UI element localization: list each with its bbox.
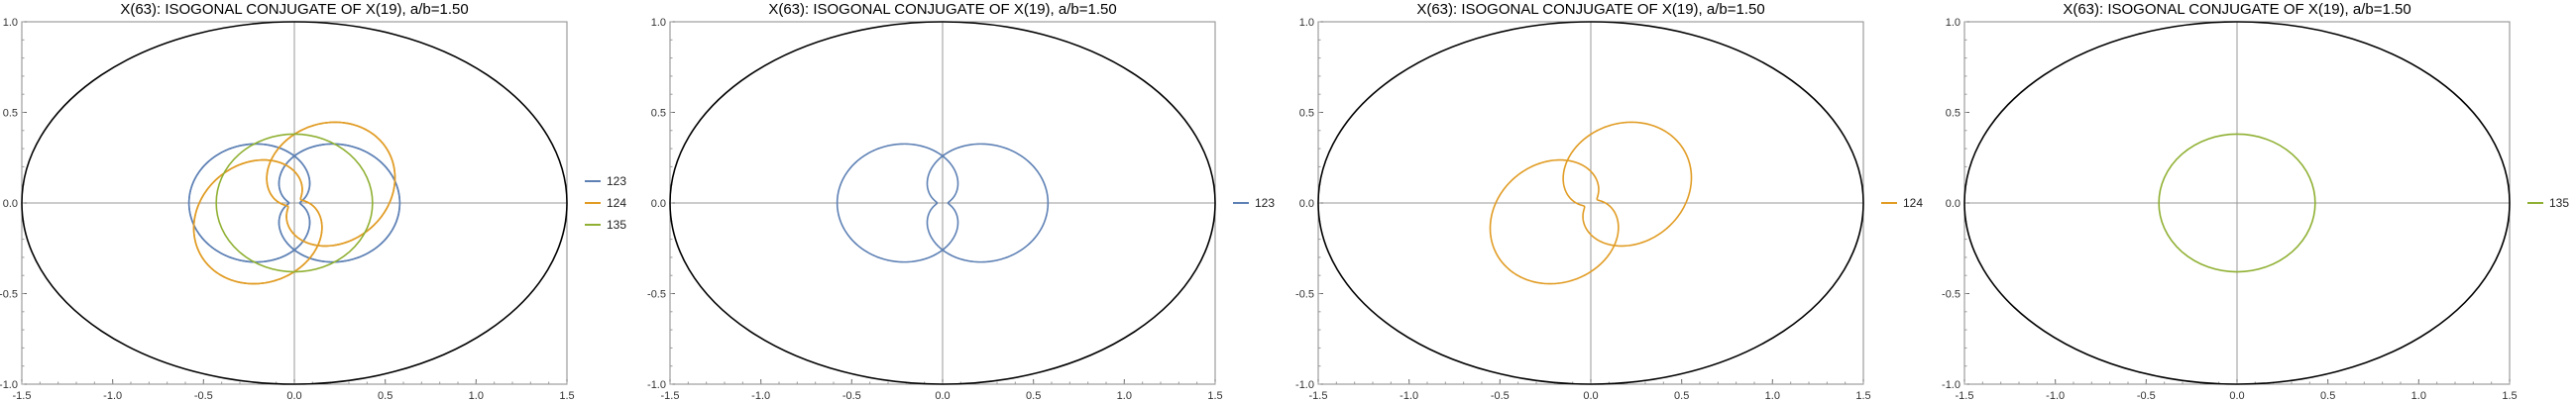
legend-label-123: 123 — [607, 174, 626, 188]
y-tick-label: 0.5 — [1946, 108, 1960, 120]
x-tick-label: -1.5 — [661, 390, 680, 402]
panel-1: X(63): ISOGONAL CONJUGATE OF X(19), a/b=… — [0, 1, 626, 402]
y-tick-label: 1.0 — [1946, 17, 1960, 29]
y-tick-label: -0.5 — [1942, 289, 1960, 301]
chart-title: X(63): ISOGONAL CONJUGATE OF X(19), a/b=… — [768, 1, 1116, 18]
x-tick-label: -1.5 — [13, 390, 32, 402]
x-tick-label: 0.0 — [935, 390, 950, 402]
series-curve-123 — [926, 143, 1050, 263]
x-tick-label: -1.5 — [1309, 390, 1328, 402]
reference-ellipse — [1317, 21, 1864, 385]
x-tick-label: 0.5 — [2320, 390, 2335, 402]
y-tick-label: 0.5 — [1299, 108, 1314, 120]
series-curve-123 — [836, 143, 959, 263]
x-tick-label: -0.5 — [1491, 390, 1510, 402]
y-tick-label: -0.5 — [647, 289, 666, 301]
x-tick-label: 0.0 — [286, 390, 301, 402]
x-tick-label: 1.0 — [469, 390, 484, 402]
y-tick-label: 0.0 — [3, 198, 18, 210]
y-tick-label: 0.0 — [1299, 198, 1314, 210]
series-curve-124 — [192, 158, 323, 285]
x-tick-label: 1.5 — [559, 390, 574, 402]
x-tick-label: -0.5 — [2137, 390, 2156, 402]
legend-label-135: 135 — [2549, 196, 2569, 210]
y-tick-label: -1.0 — [0, 379, 18, 391]
x-tick-label: 1.0 — [1765, 390, 1780, 402]
reference-ellipse — [669, 21, 1216, 385]
series-curve-135 — [2158, 133, 2316, 273]
x-tick-label: 1.5 — [1207, 390, 1222, 402]
y-tick-label: 0.0 — [1946, 198, 1960, 210]
legend-label-135: 135 — [607, 218, 626, 232]
y-tick-label: -1.0 — [1942, 379, 1960, 391]
y-tick-label: 1.0 — [3, 17, 18, 29]
chart-title: X(63): ISOGONAL CONJUGATE OF X(19), a/b=… — [2063, 1, 2410, 18]
series-curve-124 — [266, 121, 396, 248]
y-tick-label: 0.5 — [651, 108, 666, 120]
legend-label-123: 123 — [1255, 196, 1275, 210]
legend-label-124: 124 — [1903, 196, 1923, 210]
reference-ellipse — [1963, 21, 2511, 385]
x-tick-label: -1.0 — [751, 390, 770, 402]
y-tick-label: 0.0 — [651, 198, 666, 210]
x-tick-label: 0.0 — [2229, 390, 2244, 402]
x-tick-label: 0.5 — [1674, 390, 1689, 402]
x-tick-label: -0.5 — [194, 390, 213, 402]
series-curve-124 — [1562, 121, 1693, 248]
y-tick-label: 1.0 — [1299, 17, 1314, 29]
x-tick-label: -1.0 — [103, 390, 122, 402]
y-tick-label: -1.0 — [1295, 379, 1314, 391]
x-tick-label: -1.0 — [2046, 390, 2065, 402]
y-tick-label: -0.5 — [1295, 289, 1314, 301]
series-curve-135 — [215, 133, 374, 273]
y-tick-label: -1.0 — [647, 379, 666, 391]
x-tick-label: -1.0 — [1400, 390, 1418, 402]
series-curve-124 — [1489, 158, 1620, 285]
legend-label-124: 124 — [607, 196, 626, 210]
y-tick-label: 0.5 — [3, 108, 18, 120]
x-tick-label: 1.5 — [1855, 390, 1870, 402]
x-tick-label: 1.0 — [2411, 390, 2426, 402]
y-tick-label: 1.0 — [651, 17, 666, 29]
reference-ellipse — [21, 21, 568, 385]
x-tick-label: 0.0 — [1583, 390, 1598, 402]
x-tick-label: -0.5 — [842, 390, 861, 402]
x-tick-label: 1.0 — [1117, 390, 1132, 402]
x-tick-label: -1.5 — [1956, 390, 1974, 402]
chart-title: X(63): ISOGONAL CONJUGATE OF X(19), a/b=… — [1416, 1, 1764, 18]
panel-3: X(63): ISOGONAL CONJUGATE OF X(19), a/b=… — [1295, 1, 1923, 402]
x-tick-label: 1.5 — [2502, 390, 2517, 402]
panel-4: X(63): ISOGONAL CONJUGATE OF X(19), a/b=… — [1942, 1, 2569, 402]
x-tick-label: 0.5 — [1026, 390, 1041, 402]
chart-title: X(63): ISOGONAL CONJUGATE OF X(19), a/b=… — [120, 1, 468, 18]
x-tick-label: 0.5 — [378, 390, 392, 402]
y-tick-label: -0.5 — [0, 289, 18, 301]
panel-2: X(63): ISOGONAL CONJUGATE OF X(19), a/b=… — [647, 1, 1275, 402]
